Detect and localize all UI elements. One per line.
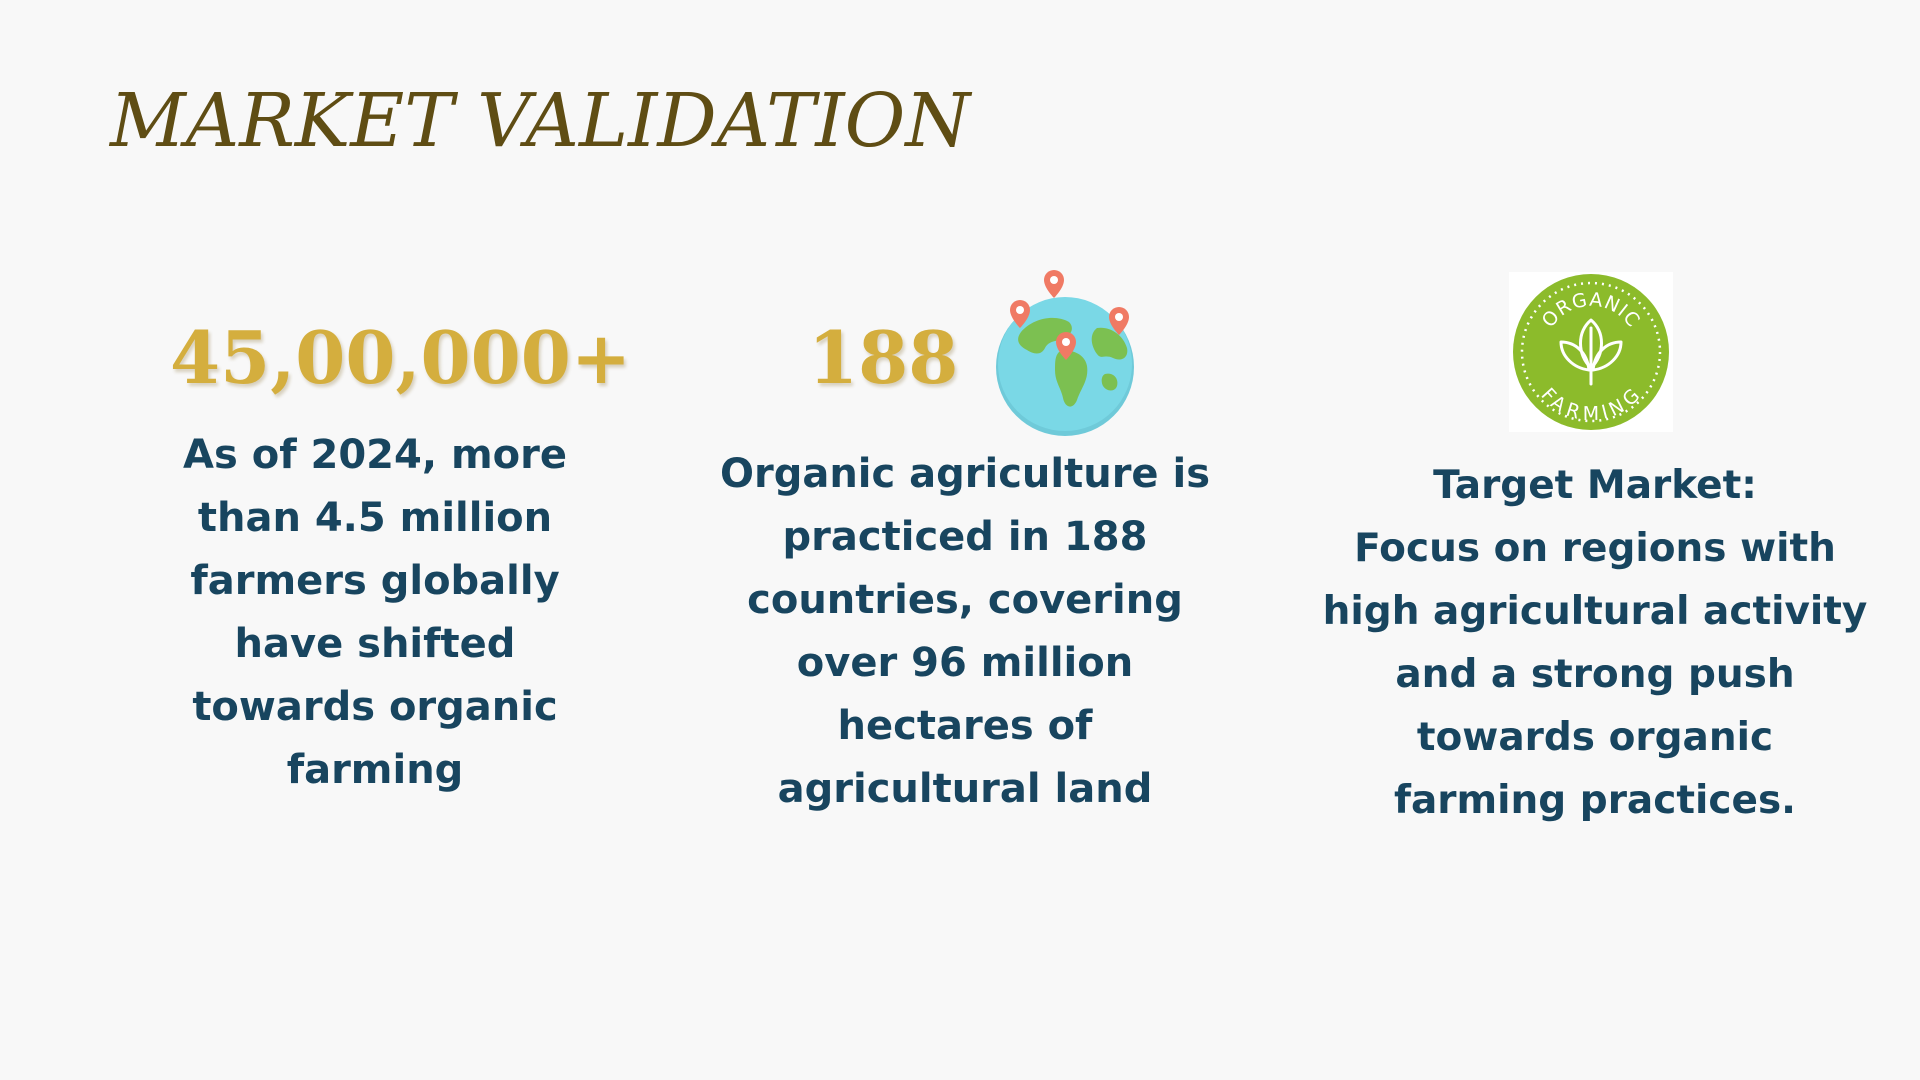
farmers-description: As of 2024, more than 4.5 million farmer… (150, 424, 600, 802)
description-line: practiced in 188 (782, 514, 1148, 560)
globe-with-pins-icon (996, 270, 1134, 436)
description-line: agricultural land (777, 766, 1153, 812)
description-line: towards organic (192, 684, 558, 730)
countries-stat: 188 (808, 315, 959, 400)
page-title: MARKET VALIDATION (110, 78, 971, 164)
description-line: hectares of (837, 703, 1093, 749)
description-line: than 4.5 million (197, 495, 553, 541)
description-line: Organic agriculture is (719, 451, 1211, 497)
organic-farming-badge: ORGANIC FARMING (1509, 272, 1673, 432)
description-line: have shifted (234, 621, 516, 667)
target-market-heading: Target Market: (1433, 463, 1757, 508)
farmers-stat: 45,00,000+ (170, 315, 632, 400)
description-line: high agricultural activity (1322, 589, 1868, 634)
organic-farming-badge-icon: ORGANIC FARMING (1513, 274, 1669, 430)
target-market-description: Target Market: Focus on regions with hig… (1310, 454, 1880, 832)
countries-description: Organic agriculture is practiced in 188 … (700, 443, 1230, 821)
description-line: over 96 million (796, 640, 1134, 686)
description-line: towards organic (1416, 715, 1774, 760)
description-line: and a strong push (1395, 652, 1795, 697)
description-line: farming (286, 747, 464, 793)
description-line: countries, covering (747, 577, 1183, 623)
description-line: farming practices. (1394, 778, 1796, 823)
description-line: Focus on regions with (1354, 526, 1836, 571)
description-line: farmers globally (190, 558, 560, 604)
description-line: As of 2024, more (183, 432, 567, 478)
